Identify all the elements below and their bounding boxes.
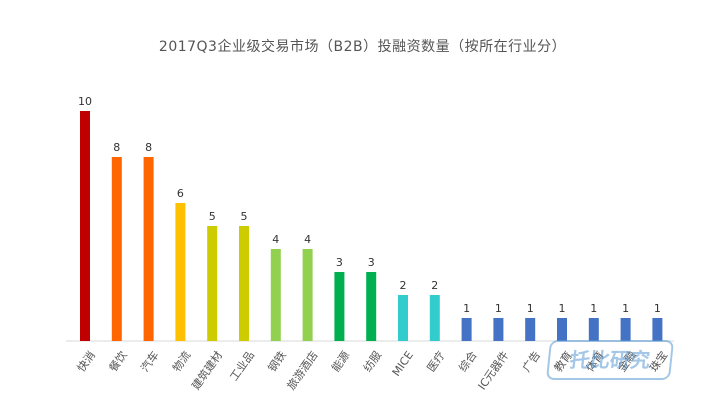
- bar-2: [143, 157, 154, 341]
- bars-group: [80, 111, 663, 341]
- bar-11: [429, 295, 440, 341]
- bar-9: [366, 272, 377, 341]
- category-label-7: 旅游酒店: [284, 348, 321, 392]
- value-label-8: 3: [336, 256, 343, 269]
- value-label-11: 2: [431, 279, 438, 292]
- value-label-6: 4: [272, 233, 279, 246]
- bar-12: [461, 318, 472, 341]
- bar-4: [207, 226, 218, 341]
- category-label-3: 物流: [169, 348, 193, 374]
- category-label-8: 能源: [328, 348, 352, 374]
- value-label-5: 5: [241, 210, 248, 223]
- category-label-11: 医疗: [424, 348, 448, 374]
- value-label-0: 10: [78, 95, 92, 108]
- value-label-18: 1: [654, 302, 661, 315]
- value-label-17: 1: [622, 302, 629, 315]
- value-label-12: 1: [463, 302, 470, 315]
- value-label-7: 4: [304, 233, 311, 246]
- category-label-9: 纺服: [360, 348, 384, 374]
- bar-10: [398, 295, 408, 341]
- value-label-10: 2: [400, 279, 407, 292]
- bar-17: [620, 318, 631, 341]
- category-label-14: 广告: [520, 349, 543, 374]
- chart-title: 2017Q3企业级交易市场（B2B）投融资数量（按所在行业分）: [158, 39, 567, 55]
- value-label-2: 8: [145, 141, 152, 154]
- category-label-13: IC元器件: [476, 349, 512, 392]
- bar-18: [652, 318, 663, 341]
- bar-14: [525, 318, 536, 341]
- value-label-15: 1: [559, 302, 566, 315]
- value-label-14: 1: [527, 302, 534, 315]
- value-label-13: 1: [495, 302, 502, 315]
- bar-1: [111, 157, 122, 341]
- bar-0: [80, 111, 90, 341]
- bar-16: [588, 318, 599, 341]
- category-label-4: 建筑建材: [189, 348, 226, 392]
- bar-3: [175, 203, 186, 341]
- category-label-6: 钢铁: [266, 349, 289, 374]
- bar-7: [302, 249, 313, 341]
- bar-8: [334, 272, 345, 341]
- category-label-2: 汽车: [138, 348, 162, 374]
- category-label-5: 工业品: [227, 349, 257, 383]
- bar-5: [239, 226, 249, 341]
- category-label-10: MICE: [390, 349, 416, 379]
- category-label-1: 餐饮: [106, 348, 130, 374]
- watermark-logo: 托比研究: [545, 340, 675, 380]
- value-label-3: 6: [177, 187, 184, 200]
- category-label-12: 综合: [456, 348, 480, 374]
- value-label-4: 5: [209, 210, 216, 223]
- value-label-16: 1: [590, 302, 597, 315]
- bar-15: [557, 318, 567, 341]
- value-labels-group: 10 8 8 6 5 5 4 4 3 3 2 2 1 1 1 1 1 1 1: [78, 95, 661, 315]
- bar-13: [493, 318, 504, 341]
- category-label-0: 快消: [74, 348, 98, 374]
- value-label-9: 3: [368, 256, 375, 269]
- bar-6: [270, 249, 281, 341]
- value-label-1: 8: [113, 141, 120, 154]
